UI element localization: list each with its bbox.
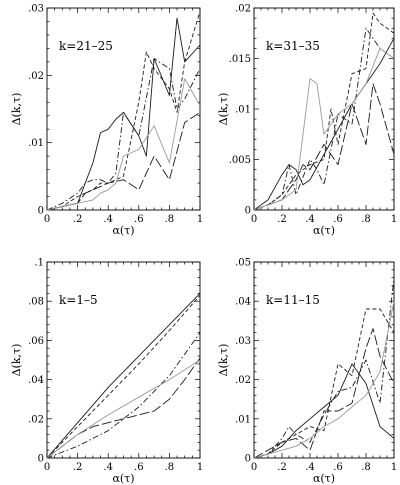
y-tick-label: .06 bbox=[28, 336, 44, 347]
y-tick-label: .02 bbox=[28, 414, 44, 425]
series-line-gray bbox=[253, 301, 395, 459]
series-line-longdash bbox=[46, 112, 201, 211]
panel-label: k=11–15 bbox=[266, 293, 320, 307]
y-tick-label: .1 bbox=[34, 258, 44, 269]
x-axis-label: α(τ) bbox=[112, 224, 134, 237]
y-tick-label: 0 bbox=[38, 454, 44, 465]
series-line-dashdot bbox=[46, 332, 201, 459]
x-tick-label: 0 bbox=[251, 462, 257, 473]
x-tick-label: .6 bbox=[134, 462, 144, 473]
x-tick-label: .6 bbox=[134, 214, 144, 225]
x-tick-label: 0 bbox=[44, 214, 50, 225]
x-axis-label: α(τ) bbox=[112, 472, 134, 485]
y-tick-label: 0 bbox=[38, 206, 44, 217]
plot-frame bbox=[46, 261, 201, 459]
y-axis-label: Δ(k,τ) bbox=[10, 93, 23, 126]
x-tick-label: 1 bbox=[391, 214, 397, 225]
panel-1: 0 .2 .4 .6 .8 1 .03 .02 .01 0 α(τ) Δ(k,τ) k=21–25 bbox=[10, 4, 203, 238]
series-line-dash bbox=[46, 295, 201, 459]
y-tick-label: .005 bbox=[229, 155, 251, 166]
panel-3: 0 .2 .4 .6 .8 1 .1 .08 .06 .04 .02 0 α(τ) Δ(k,τ) k=1–5 bbox=[10, 258, 203, 485]
x-tick-label: .8 bbox=[165, 462, 175, 473]
y-tick-label: 0 bbox=[245, 454, 251, 465]
x-tick-label: .4 bbox=[305, 214, 315, 225]
x-tick-label: 0 bbox=[44, 462, 50, 473]
x-axis-label: α(τ) bbox=[313, 472, 335, 485]
y-axis-label: Δ(k,τ) bbox=[10, 344, 23, 377]
x-tick-label: 1 bbox=[197, 214, 203, 225]
panel-4: 0 .2 .4 .6 .8 1 .05 .04 .03 .02 .01 0 α(τ) Δ(k,τ) k=11… bbox=[217, 258, 397, 485]
x-tick-label: .2 bbox=[277, 462, 287, 473]
x-tick-label: .2 bbox=[73, 462, 83, 473]
series-line-dash bbox=[46, 11, 201, 211]
panel-label: k=21–25 bbox=[59, 39, 113, 53]
series-line-solid bbox=[46, 17, 201, 211]
series-line-longdash bbox=[253, 328, 395, 459]
panel-label: k=31–35 bbox=[266, 39, 320, 53]
series-line-dashdot bbox=[253, 27, 395, 211]
series-line-gray bbox=[46, 78, 201, 211]
y-tick-label: .02 bbox=[28, 71, 44, 82]
x-tick-label: .6 bbox=[333, 214, 343, 225]
y-tick-label: .01 bbox=[235, 105, 251, 116]
series-line-dash bbox=[253, 12, 395, 211]
y-tick-label: .04 bbox=[28, 375, 44, 386]
series-line-dash bbox=[253, 308, 395, 459]
y-tick-label: .015 bbox=[229, 54, 251, 65]
x-tick-label: .8 bbox=[361, 214, 371, 225]
x-tick-label: 1 bbox=[391, 462, 397, 473]
x-tick-label: .4 bbox=[103, 462, 113, 473]
series-line-longdash bbox=[253, 83, 395, 211]
x-tick-label: .6 bbox=[333, 462, 343, 473]
x-tick-label: .2 bbox=[277, 214, 287, 225]
x-tick-label: .4 bbox=[103, 214, 113, 225]
x-tick-label: .2 bbox=[73, 214, 83, 225]
x-tick-label: .8 bbox=[165, 214, 175, 225]
y-tick-label: .03 bbox=[235, 336, 251, 347]
x-axis-label: α(τ) bbox=[313, 224, 335, 237]
series-line-gray bbox=[253, 47, 395, 211]
y-axis-label: Δ(k,τ) bbox=[217, 344, 230, 377]
series-line-dashdot bbox=[46, 58, 201, 211]
y-tick-label: .01 bbox=[28, 138, 44, 149]
y-tick-label: .08 bbox=[28, 297, 44, 308]
x-tick-label: 0 bbox=[251, 214, 257, 225]
panel-2: 0 .2 .4 .6 .8 1 .02 .015 .01 .005 0 α(τ) Δ(k,τ) k=31–… bbox=[217, 4, 397, 238]
series-line-solid bbox=[253, 38, 395, 211]
x-tick-label: 1 bbox=[197, 462, 203, 473]
y-tick-label: .05 bbox=[235, 258, 251, 269]
y-tick-label: .02 bbox=[235, 375, 251, 386]
panel-label: k=1–5 bbox=[59, 293, 98, 307]
y-tick-label: .02 bbox=[235, 4, 251, 15]
y-tick-label: .03 bbox=[28, 4, 44, 15]
x-tick-label: .8 bbox=[361, 462, 371, 473]
x-tick-label: .4 bbox=[305, 462, 315, 473]
y-tick-label: .04 bbox=[235, 297, 251, 308]
series-line-solid bbox=[46, 293, 201, 459]
y-axis-label: Δ(k,τ) bbox=[217, 93, 230, 126]
y-tick-label: .01 bbox=[235, 414, 251, 425]
series-line-dashdot bbox=[253, 277, 395, 459]
series-line-solid bbox=[253, 363, 395, 459]
series-line-gray bbox=[46, 359, 201, 459]
y-tick-label: 0 bbox=[245, 206, 251, 217]
series-line-longdash bbox=[46, 357, 201, 459]
